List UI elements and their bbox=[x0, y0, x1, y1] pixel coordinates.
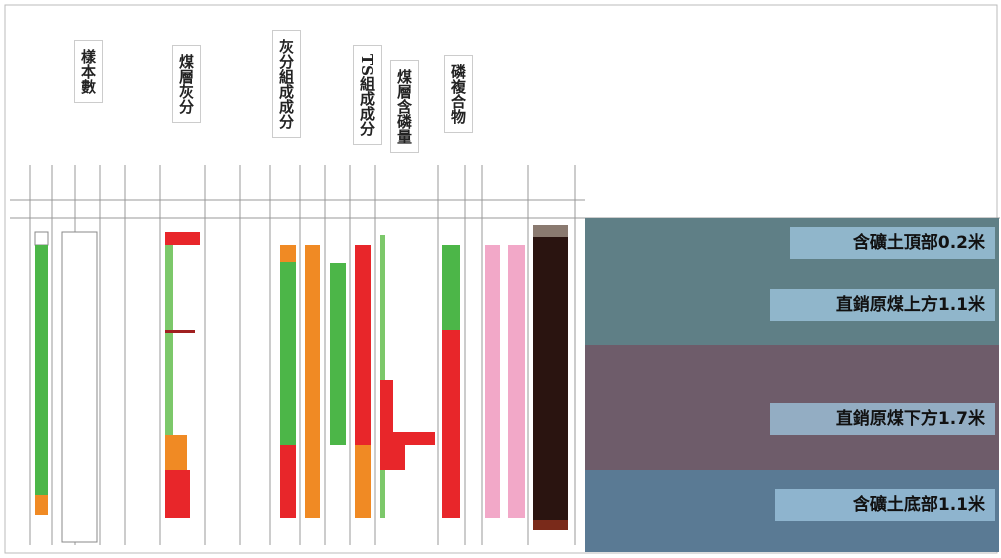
strip bbox=[35, 495, 48, 515]
strip bbox=[533, 520, 568, 530]
strip bbox=[533, 225, 568, 237]
strip bbox=[330, 263, 346, 445]
strip bbox=[165, 232, 200, 245]
photo-label: 含礦土底部1.1米 bbox=[775, 489, 995, 521]
strip bbox=[280, 445, 296, 518]
strip bbox=[280, 245, 296, 262]
strip bbox=[393, 445, 405, 470]
photo-label: 含礦土頂部0.2米 bbox=[790, 227, 995, 259]
strip bbox=[380, 380, 393, 470]
strip bbox=[165, 470, 190, 518]
strip bbox=[35, 245, 48, 495]
column-header: 煤層灰分 bbox=[172, 45, 201, 123]
strip bbox=[533, 237, 568, 530]
sample-column bbox=[61, 231, 98, 543]
strip bbox=[165, 435, 187, 470]
column-header: 樣本數 bbox=[74, 40, 103, 103]
column-lines bbox=[10, 165, 1000, 545]
column-header: 煤層含磷量 bbox=[390, 60, 419, 153]
strip bbox=[305, 245, 320, 518]
strip bbox=[508, 245, 525, 518]
strip bbox=[380, 235, 385, 518]
strip bbox=[280, 262, 296, 445]
strip bbox=[355, 245, 371, 445]
strip bbox=[442, 245, 460, 330]
strip bbox=[442, 330, 460, 518]
strip bbox=[165, 245, 173, 435]
strip bbox=[393, 432, 435, 445]
column-header: 磷複合物 bbox=[444, 55, 473, 133]
strip bbox=[34, 231, 49, 246]
strip bbox=[485, 245, 500, 518]
column-header: TS組成成分 bbox=[353, 45, 382, 145]
photo-label: 直銷原煤下方1.7米 bbox=[770, 403, 995, 435]
photo-label: 直銷原煤上方1.1米 bbox=[770, 289, 995, 321]
column-header: 灰分組成成分 bbox=[272, 30, 301, 138]
strip bbox=[165, 330, 195, 333]
strip bbox=[355, 445, 371, 518]
